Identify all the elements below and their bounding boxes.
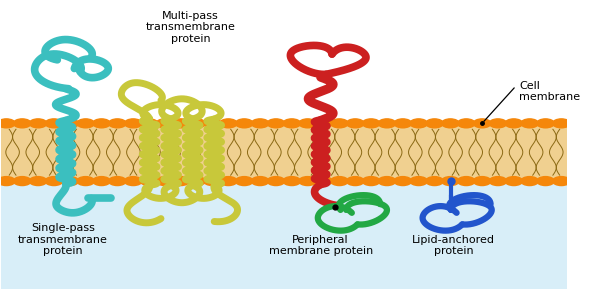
Circle shape — [426, 119, 443, 128]
Bar — [1, 120, 567, 289]
Text: Lipid-anchored
protein: Lipid-anchored protein — [412, 235, 495, 256]
Circle shape — [251, 119, 269, 128]
Circle shape — [61, 119, 78, 128]
Circle shape — [45, 119, 63, 128]
Circle shape — [441, 177, 459, 186]
Circle shape — [537, 177, 554, 186]
Circle shape — [314, 177, 332, 186]
Circle shape — [219, 177, 237, 186]
Circle shape — [267, 177, 285, 186]
Circle shape — [362, 119, 380, 128]
Circle shape — [394, 177, 412, 186]
Circle shape — [77, 119, 94, 128]
Circle shape — [378, 119, 396, 128]
Text: Peripheral
membrane protein: Peripheral membrane protein — [268, 235, 373, 256]
Circle shape — [204, 177, 221, 186]
Circle shape — [426, 177, 443, 186]
Circle shape — [314, 119, 332, 128]
Circle shape — [30, 177, 47, 186]
Circle shape — [45, 177, 63, 186]
Circle shape — [473, 177, 491, 186]
Circle shape — [441, 119, 459, 128]
Circle shape — [188, 119, 205, 128]
Circle shape — [251, 177, 269, 186]
Circle shape — [188, 177, 205, 186]
Circle shape — [124, 177, 142, 186]
Circle shape — [172, 119, 189, 128]
Bar — [1, 1, 567, 126]
Circle shape — [0, 177, 15, 186]
Circle shape — [156, 119, 173, 128]
Circle shape — [473, 119, 491, 128]
Circle shape — [140, 177, 158, 186]
Circle shape — [330, 119, 348, 128]
Circle shape — [410, 177, 427, 186]
Circle shape — [156, 177, 173, 186]
Circle shape — [489, 177, 507, 186]
Circle shape — [378, 177, 396, 186]
Circle shape — [77, 177, 94, 186]
Circle shape — [61, 177, 78, 186]
Circle shape — [394, 119, 412, 128]
Circle shape — [521, 177, 539, 186]
Circle shape — [299, 119, 316, 128]
Circle shape — [0, 119, 15, 128]
Circle shape — [299, 177, 316, 186]
Circle shape — [204, 119, 221, 128]
Circle shape — [457, 119, 475, 128]
Circle shape — [93, 177, 110, 186]
Circle shape — [553, 177, 570, 186]
Circle shape — [283, 177, 300, 186]
Circle shape — [283, 119, 300, 128]
Text: Single-pass
transmembrane
protein: Single-pass transmembrane protein — [18, 223, 108, 256]
Text: Multi-pass
transmembrane
protein: Multi-pass transmembrane protein — [146, 11, 235, 44]
Bar — [1, 123, 567, 181]
Text: Cell
membrane: Cell membrane — [519, 81, 580, 102]
Circle shape — [109, 119, 126, 128]
Circle shape — [330, 177, 348, 186]
Circle shape — [14, 119, 31, 128]
Circle shape — [267, 119, 285, 128]
Circle shape — [489, 119, 507, 128]
Circle shape — [235, 177, 253, 186]
Circle shape — [505, 119, 523, 128]
Circle shape — [219, 119, 237, 128]
Circle shape — [124, 119, 142, 128]
Circle shape — [521, 119, 539, 128]
Circle shape — [410, 119, 427, 128]
Circle shape — [30, 119, 47, 128]
Circle shape — [553, 119, 570, 128]
Circle shape — [505, 177, 523, 186]
Circle shape — [14, 177, 31, 186]
Circle shape — [93, 119, 110, 128]
Circle shape — [172, 177, 189, 186]
Circle shape — [109, 177, 126, 186]
Circle shape — [362, 177, 380, 186]
Circle shape — [235, 119, 253, 128]
Circle shape — [346, 119, 364, 128]
Circle shape — [140, 119, 158, 128]
Circle shape — [457, 177, 475, 186]
Circle shape — [537, 119, 554, 128]
Circle shape — [346, 177, 364, 186]
